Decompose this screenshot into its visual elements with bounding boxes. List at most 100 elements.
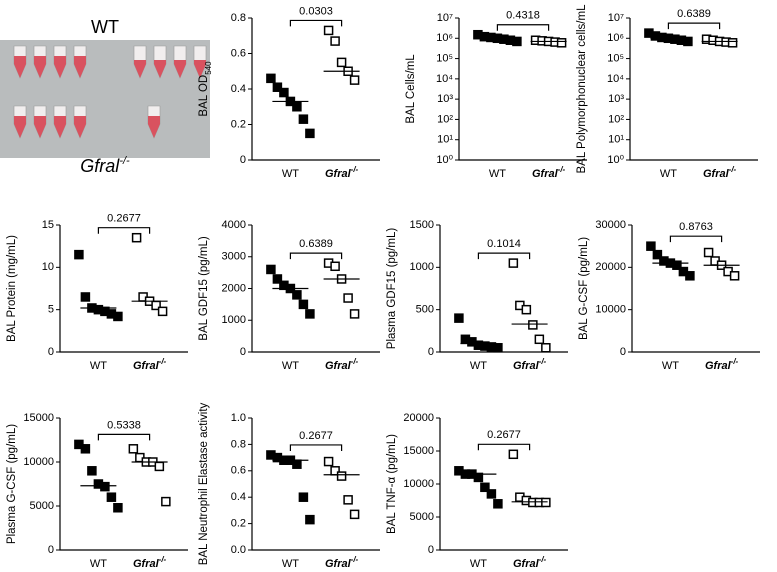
x-tick-label: WT — [90, 360, 107, 372]
panel: 0 10000 20000 30000 BAL G-CSF (pg/mL) WT Gfral… — [578, 219, 760, 372]
p-value: 0.0303 — [299, 5, 333, 17]
y-tick-label: 10⁶ — [607, 32, 624, 44]
significance-bracket — [496, 24, 550, 31]
data-point — [292, 102, 302, 112]
p-value: 0.1014 — [487, 238, 521, 250]
y-tick-label: 0 — [48, 346, 54, 358]
x-tick-label: Gfral-/- — [133, 555, 167, 570]
data-point — [305, 309, 315, 319]
y-tick-label: 10⁷ — [608, 12, 624, 24]
y-tick-label: 0 — [240, 346, 246, 358]
y-tick-label: 20000 — [595, 261, 626, 273]
y-tick-label: 0.4 — [231, 491, 246, 503]
axes — [59, 225, 188, 353]
label-sup: -/- — [351, 165, 359, 174]
y-tick-label: 5000 — [30, 500, 54, 512]
significance-bracket — [97, 227, 151, 234]
panel: 10⁰ 10¹ 10² 10³ 10⁴ 10⁵ 10⁶ 10⁷ BAL Polymorphonu… — [576, 4, 758, 180]
data-point — [298, 114, 309, 124]
data-point — [74, 249, 84, 260]
data-point — [493, 343, 503, 353]
data-point — [272, 274, 283, 284]
label-text: WT — [282, 360, 299, 372]
data-point — [486, 489, 497, 499]
y-tick-label: 10000 — [23, 456, 54, 468]
data-point — [493, 499, 503, 509]
y-axis-label: Plasma GDF15 (pg/mL) — [386, 228, 398, 350]
significance-bracket — [667, 22, 721, 30]
significance-bracket — [289, 19, 343, 27]
data-point — [349, 509, 360, 520]
label-text: Gfral — [325, 558, 352, 570]
label-sup: -/- — [351, 357, 359, 366]
data-point — [80, 292, 91, 302]
data-point — [528, 320, 538, 330]
y-tick-label: 10¹ — [608, 134, 624, 146]
label-sup: -/- — [351, 555, 359, 564]
y-tick-label: 10⁰ — [607, 154, 624, 166]
data-point — [131, 232, 142, 243]
p-value: 0.6389 — [677, 8, 711, 20]
panel: 0 500 1000 1500 Plasma GDF15 (pg/mL) WT Gfral-… — [386, 219, 568, 372]
data-point — [556, 38, 567, 48]
blood — [14, 56, 206, 138]
data-point — [349, 309, 360, 319]
label-text: WT — [489, 168, 506, 180]
x-tick-label: WT — [470, 360, 487, 372]
y-axis-label: BAL OD540 — [198, 61, 213, 117]
data-point — [87, 466, 97, 476]
y-tick-label: 15000 — [403, 445, 434, 457]
data-point — [106, 492, 117, 502]
label-text: Gfral — [532, 168, 559, 180]
y-tick-label: 30000 — [595, 219, 626, 231]
data-point — [305, 514, 315, 525]
data-point — [685, 271, 695, 281]
data-point — [80, 444, 91, 454]
y-axis-label: Plasma G-CSF (pg/mL) — [6, 424, 18, 544]
data-point — [298, 492, 309, 502]
y-tick-label: 10⁷ — [437, 12, 453, 24]
y-tick-label: 3000 — [222, 251, 246, 263]
x-tick-label: Gfral-/- — [513, 357, 547, 372]
y-tick-label: 0 — [620, 346, 626, 358]
p-value: 0.2677 — [107, 213, 141, 225]
y-tick-label: 1000 — [410, 261, 434, 273]
label-text: WT — [282, 168, 299, 180]
label-text: Gfral — [513, 360, 540, 372]
x-tick-label: WT — [282, 360, 299, 372]
panel: 0 5000 10000 15000 20000 BAL TNF-α (pg/mL) WT G… — [386, 412, 568, 570]
y-axis-label: BAL Protein (mg/mL) — [6, 235, 18, 342]
data-point — [100, 481, 110, 492]
data-point — [727, 38, 738, 48]
y-tick-label: 4000 — [222, 219, 246, 231]
y-tick-label: 10² — [608, 113, 624, 125]
y-axis-label: BAL TNF-α (pg/mL) — [386, 434, 398, 534]
label-sup: -/- — [558, 165, 566, 174]
y-tick-label: 10 — [42, 261, 54, 273]
y-tick-label: 0.6 — [231, 47, 246, 59]
y-tick-label: 15 — [42, 219, 54, 231]
label-text: WT — [90, 558, 107, 570]
label-text: WT — [662, 360, 679, 372]
data-point — [508, 449, 519, 460]
y-tick-label: 500 — [416, 304, 434, 316]
x-tick-label: Gfral-/- — [325, 165, 359, 180]
axes — [251, 18, 380, 161]
x-tick-label: WT — [660, 168, 677, 180]
data-point — [521, 304, 532, 315]
y-tick-label: 1500 — [410, 219, 434, 231]
panel: 0 5 10 15 BAL Protein (mg/mL) WT Gfral-/- 0.267… — [6, 213, 188, 372]
x-tick-label: Gfral-/- — [325, 555, 359, 570]
data-point — [541, 497, 551, 508]
x-tick-label: Gfral-/- — [513, 555, 547, 570]
significance-bracket — [477, 443, 531, 451]
label-text: Gfral — [703, 168, 730, 180]
panel: 0 1000 2000 3000 4000 BAL GDF15 (pg/mL) WT Gfra… — [198, 219, 380, 372]
y-tick-label: 15000 — [23, 412, 54, 424]
y-tick-label: 10⁴ — [436, 73, 453, 85]
x-tick-label: WT — [282, 558, 299, 570]
x-tick-label: Gfral-/- — [532, 165, 566, 180]
data-point — [672, 260, 682, 270]
data-point — [349, 75, 360, 85]
